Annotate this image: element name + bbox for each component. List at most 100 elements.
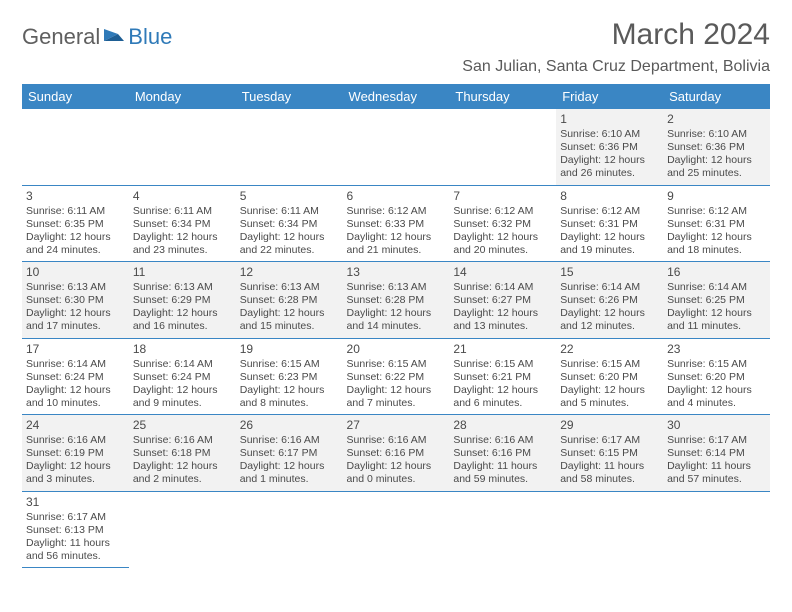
sunset-line: Sunset: 6:36 PM [560,141,659,154]
daylight-line: Daylight: 12 hours and 26 minutes. [560,154,659,180]
calendar-day-cell: 28Sunrise: 6:16 AMSunset: 6:16 PMDayligh… [449,415,556,492]
sunrise-line: Sunrise: 6:11 AM [240,205,339,218]
logo-flag-icon [104,27,126,48]
sunset-line: Sunset: 6:36 PM [667,141,766,154]
day-number: 4 [133,189,232,204]
sunrise-line: Sunrise: 6:16 AM [453,434,552,447]
daylight-line: Daylight: 12 hours and 11 minutes. [667,307,766,333]
calendar-day-cell: 2Sunrise: 6:10 AMSunset: 6:36 PMDaylight… [663,109,770,185]
day-header: Tuesday [236,84,343,109]
calendar-day-cell: 6Sunrise: 6:12 AMSunset: 6:33 PMDaylight… [343,185,450,262]
calendar-empty-cell [129,109,236,185]
calendar-day-cell: 20Sunrise: 6:15 AMSunset: 6:22 PMDayligh… [343,338,450,415]
sunrise-line: Sunrise: 6:16 AM [26,434,125,447]
day-number: 21 [453,342,552,357]
sunrise-line: Sunrise: 6:12 AM [667,205,766,218]
sunrise-line: Sunrise: 6:17 AM [667,434,766,447]
daylight-line: Daylight: 11 hours and 59 minutes. [453,460,552,486]
calendar-empty-cell [236,109,343,185]
day-header: Saturday [663,84,770,109]
daylight-line: Daylight: 12 hours and 12 minutes. [560,307,659,333]
sunset-line: Sunset: 6:21 PM [453,371,552,384]
day-number: 6 [347,189,446,204]
calendar-empty-cell [449,109,556,185]
daylight-line: Daylight: 12 hours and 24 minutes. [26,231,125,257]
sunrise-line: Sunrise: 6:11 AM [26,205,125,218]
day-header: Sunday [22,84,129,109]
daylight-line: Daylight: 12 hours and 6 minutes. [453,384,552,410]
daylight-line: Daylight: 12 hours and 2 minutes. [133,460,232,486]
day-number: 24 [26,418,125,433]
sunrise-line: Sunrise: 6:12 AM [560,205,659,218]
sunrise-line: Sunrise: 6:11 AM [133,205,232,218]
sunrise-line: Sunrise: 6:14 AM [453,281,552,294]
daylight-line: Daylight: 12 hours and 25 minutes. [667,154,766,180]
sunset-line: Sunset: 6:34 PM [240,218,339,231]
sunrise-line: Sunrise: 6:17 AM [560,434,659,447]
calendar-day-cell: 9Sunrise: 6:12 AMSunset: 6:31 PMDaylight… [663,185,770,262]
sunset-line: Sunset: 6:32 PM [453,218,552,231]
calendar-empty-cell [449,491,556,568]
sunset-line: Sunset: 6:33 PM [347,218,446,231]
sunset-line: Sunset: 6:35 PM [26,218,125,231]
location-subtitle: San Julian, Santa Cruz Department, Boliv… [462,58,770,76]
sunset-line: Sunset: 6:17 PM [240,447,339,460]
calendar-day-cell: 3Sunrise: 6:11 AMSunset: 6:35 PMDaylight… [22,185,129,262]
calendar-day-cell: 25Sunrise: 6:16 AMSunset: 6:18 PMDayligh… [129,415,236,492]
day-number: 19 [240,342,339,357]
day-number: 5 [240,189,339,204]
day-number: 9 [667,189,766,204]
day-header: Wednesday [343,84,450,109]
sunset-line: Sunset: 6:18 PM [133,447,232,460]
calendar-day-cell: 21Sunrise: 6:15 AMSunset: 6:21 PMDayligh… [449,338,556,415]
sunset-line: Sunset: 6:15 PM [560,447,659,460]
logo-text-blue: Blue [128,24,172,50]
sunset-line: Sunset: 6:27 PM [453,294,552,307]
sunrise-line: Sunrise: 6:14 AM [560,281,659,294]
calendar-day-cell: 8Sunrise: 6:12 AMSunset: 6:31 PMDaylight… [556,185,663,262]
daylight-line: Daylight: 12 hours and 17 minutes. [26,307,125,333]
sunrise-line: Sunrise: 6:10 AM [560,128,659,141]
calendar-week-row: 3Sunrise: 6:11 AMSunset: 6:35 PMDaylight… [22,185,770,262]
sunset-line: Sunset: 6:22 PM [347,371,446,384]
day-header: Friday [556,84,663,109]
daylight-line: Daylight: 12 hours and 8 minutes. [240,384,339,410]
day-number: 13 [347,265,446,280]
calendar-day-cell: 18Sunrise: 6:14 AMSunset: 6:24 PMDayligh… [129,338,236,415]
calendar-day-cell: 31Sunrise: 6:17 AMSunset: 6:13 PMDayligh… [22,491,129,568]
day-number: 20 [347,342,446,357]
sunrise-line: Sunrise: 6:13 AM [26,281,125,294]
sunrise-line: Sunrise: 6:12 AM [347,205,446,218]
calendar-body: 1Sunrise: 6:10 AMSunset: 6:36 PMDaylight… [22,109,770,568]
calendar-day-cell: 4Sunrise: 6:11 AMSunset: 6:34 PMDaylight… [129,185,236,262]
day-number: 2 [667,112,766,127]
calendar-day-cell: 14Sunrise: 6:14 AMSunset: 6:27 PMDayligh… [449,262,556,339]
logo-text-general: General [22,24,100,50]
calendar-empty-cell [129,491,236,568]
sunrise-line: Sunrise: 6:15 AM [240,358,339,371]
sunset-line: Sunset: 6:24 PM [26,371,125,384]
day-number: 12 [240,265,339,280]
day-number: 22 [560,342,659,357]
calendar-day-cell: 5Sunrise: 6:11 AMSunset: 6:34 PMDaylight… [236,185,343,262]
day-number: 23 [667,342,766,357]
daylight-line: Daylight: 12 hours and 10 minutes. [26,384,125,410]
day-number: 15 [560,265,659,280]
daylight-line: Daylight: 12 hours and 7 minutes. [347,384,446,410]
day-number: 3 [26,189,125,204]
logo: General Blue [22,24,172,50]
sunrise-line: Sunrise: 6:16 AM [133,434,232,447]
daylight-line: Daylight: 12 hours and 15 minutes. [240,307,339,333]
sunset-line: Sunset: 6:16 PM [347,447,446,460]
calendar-day-cell: 16Sunrise: 6:14 AMSunset: 6:25 PMDayligh… [663,262,770,339]
daylight-line: Daylight: 12 hours and 0 minutes. [347,460,446,486]
sunrise-line: Sunrise: 6:13 AM [347,281,446,294]
calendar-day-cell: 23Sunrise: 6:15 AMSunset: 6:20 PMDayligh… [663,338,770,415]
day-number: 1 [560,112,659,127]
day-number: 31 [26,495,125,510]
daylight-line: Daylight: 12 hours and 16 minutes. [133,307,232,333]
daylight-line: Daylight: 12 hours and 9 minutes. [133,384,232,410]
calendar-empty-cell [663,491,770,568]
sunrise-line: Sunrise: 6:15 AM [347,358,446,371]
daylight-line: Daylight: 12 hours and 3 minutes. [26,460,125,486]
